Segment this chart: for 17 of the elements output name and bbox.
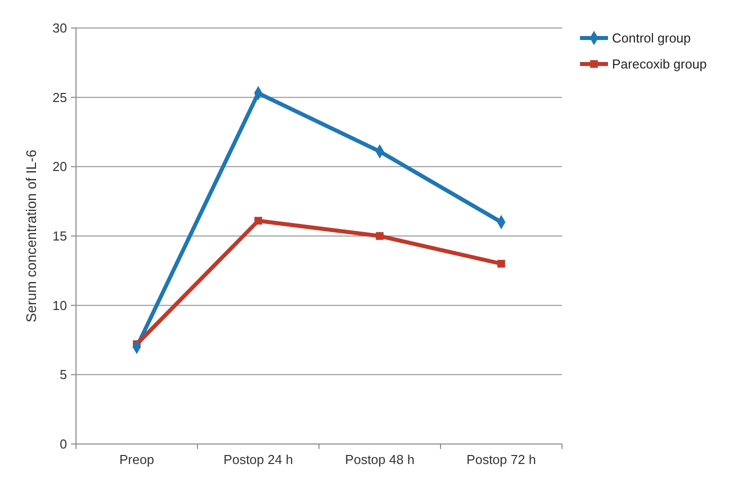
x-tick-label: Postop 24 h [224,452,293,467]
y-tick-label: 0 [60,436,67,452]
y-axis-title: Serum concentration of IL-6 [23,149,39,322]
legend-label: Parecoxib group [612,56,707,72]
y-tick-label: 5 [60,367,67,382]
y-tick-label: 30 [52,20,67,36]
y-tick-label: 15 [52,228,67,244]
y-tick-label: 10 [52,298,67,313]
x-tick-label: Preop [119,452,154,467]
point [497,260,506,268]
point [254,216,262,225]
legend-label: Control group [612,30,691,46]
x-tick-label: Postop 72 h [466,452,536,467]
point [376,232,384,240]
x-tick-label: Postop 48 h [345,452,414,467]
y-tick-label: 25 [52,90,67,105]
y-tick-label: 20 [52,159,67,174]
